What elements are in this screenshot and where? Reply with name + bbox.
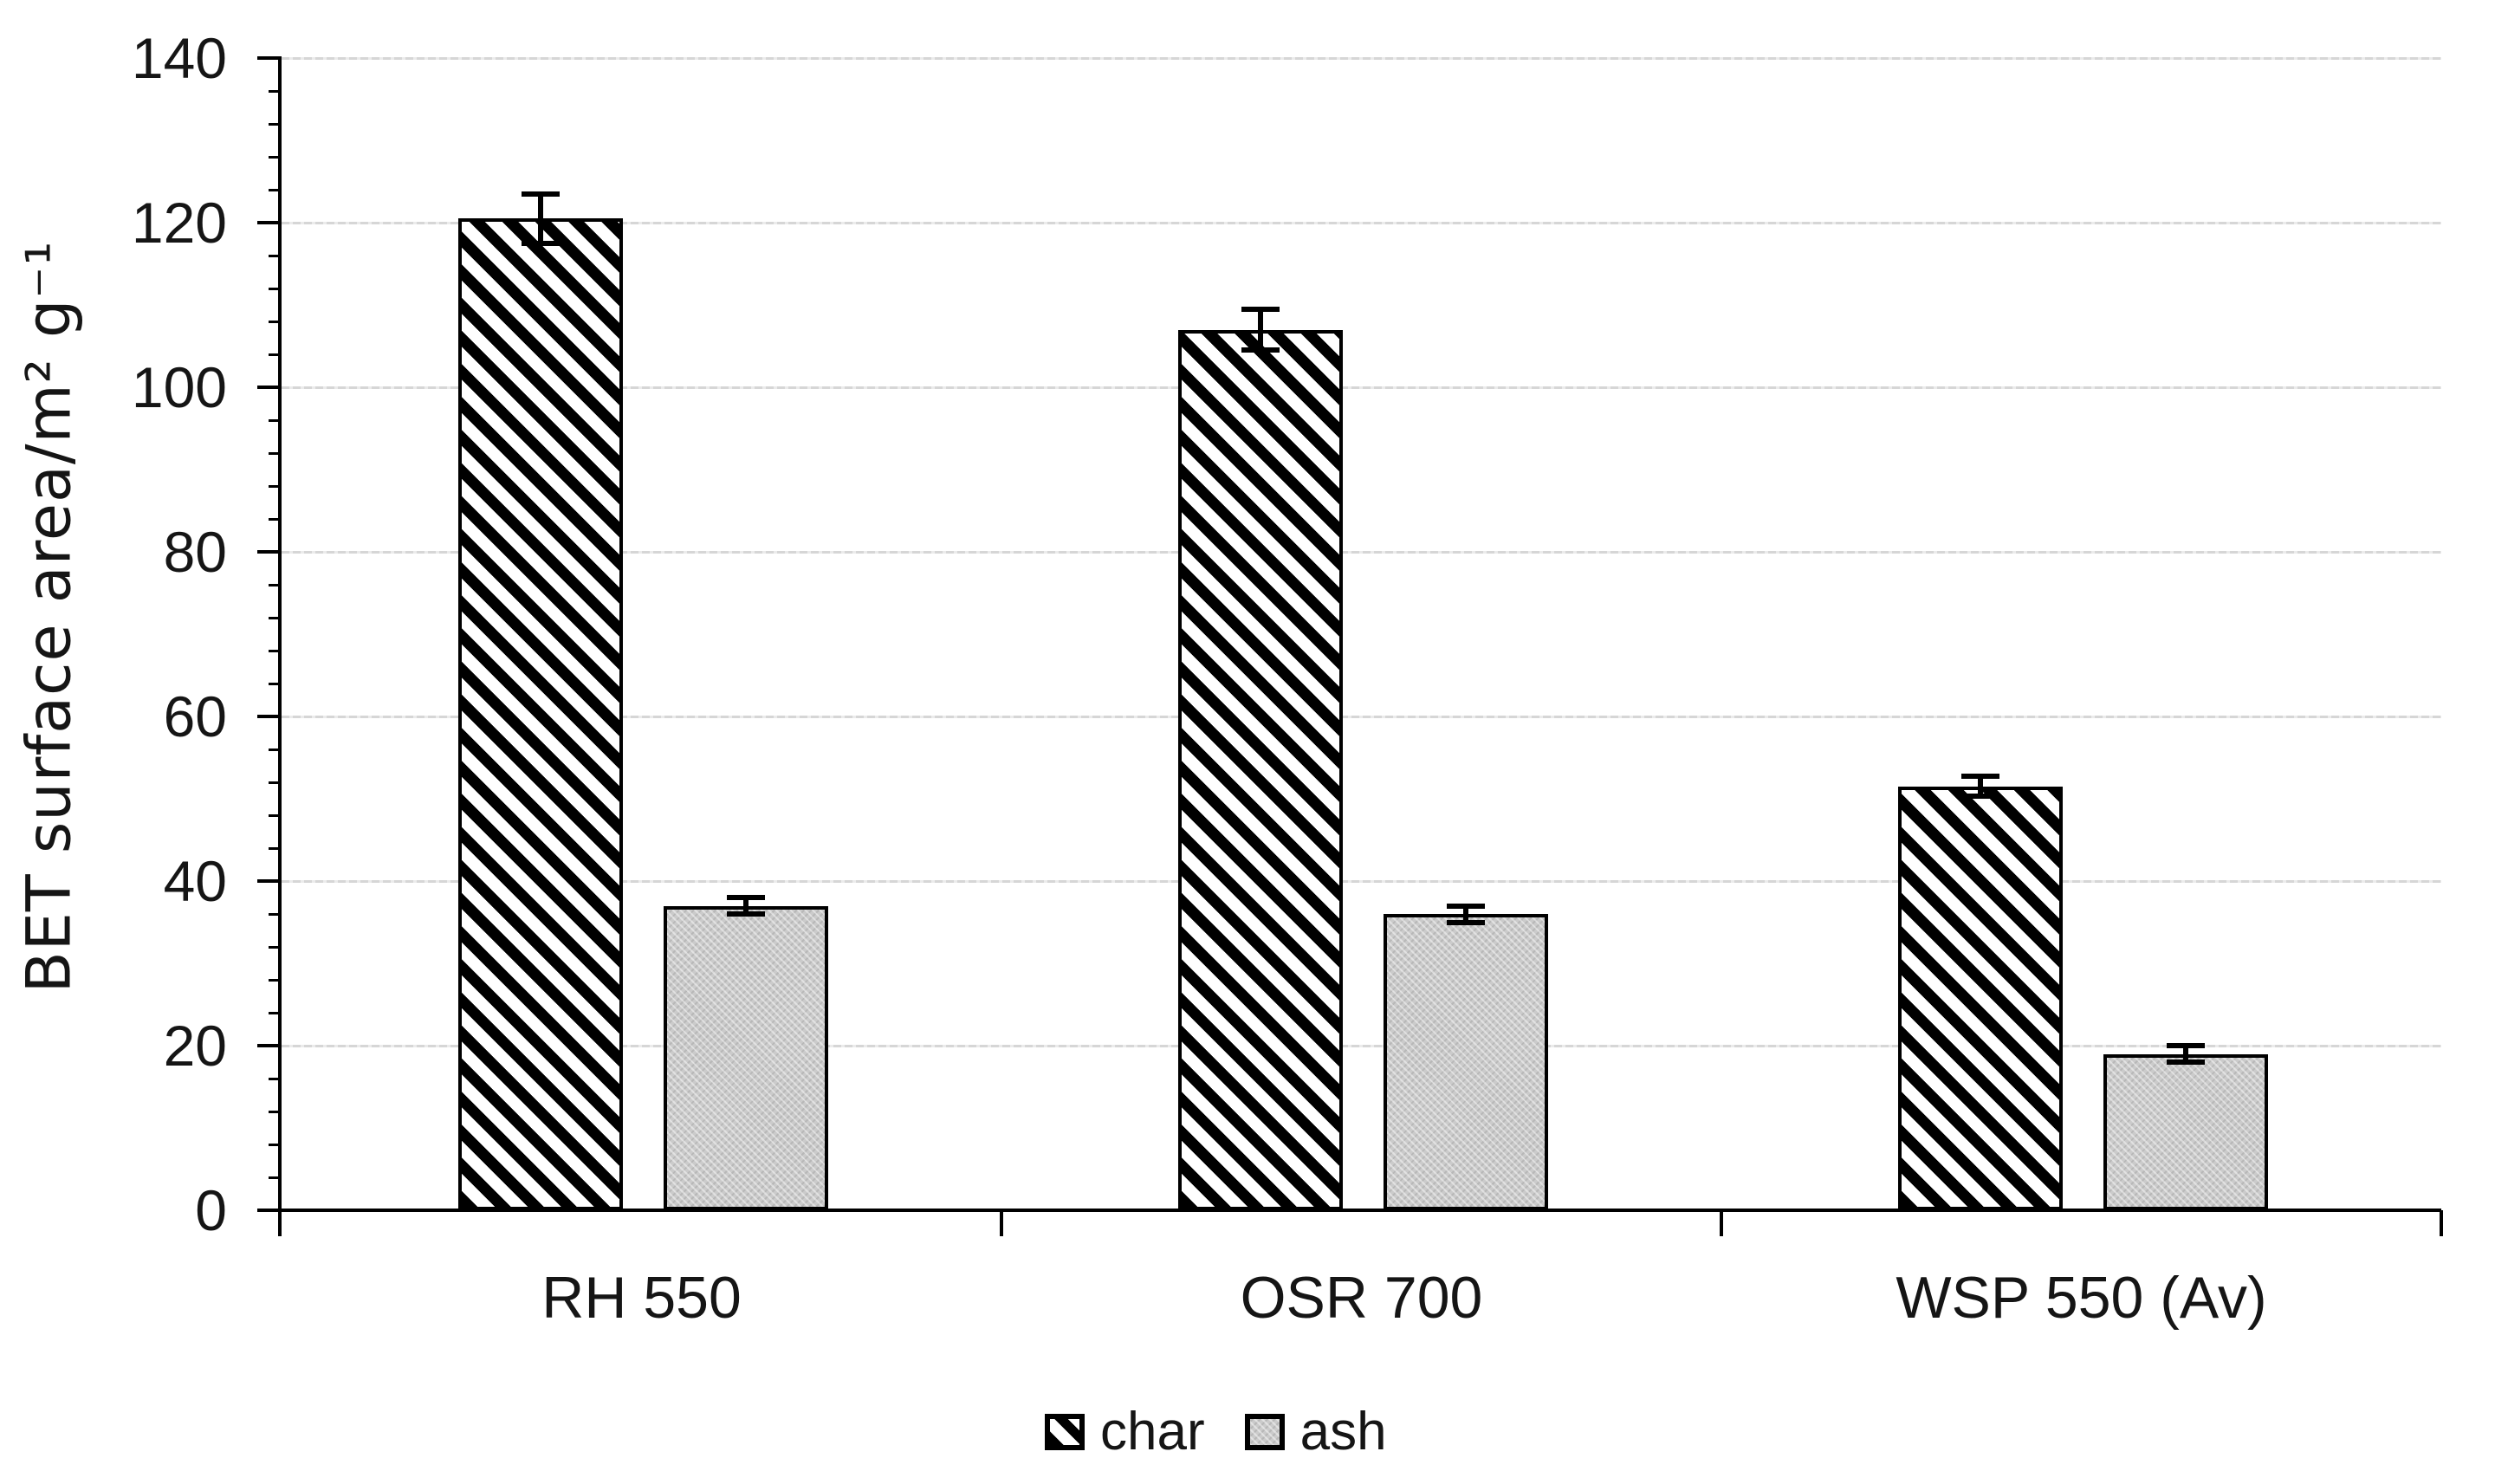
y-axis-line bbox=[278, 58, 282, 1236]
legend-entry-ash: ash bbox=[1244, 1402, 1387, 1461]
x-axis-line bbox=[278, 1209, 2441, 1212]
y-major-tick-20 bbox=[257, 1044, 282, 1047]
error-bar-cap-bottom bbox=[1241, 347, 1280, 353]
gridline-120 bbox=[282, 222, 2441, 224]
y-tick-label-140: 140 bbox=[131, 26, 227, 90]
y-minor-tick-48 bbox=[269, 813, 282, 817]
y-minor-tick-56 bbox=[269, 748, 282, 751]
y-tick-label-120: 120 bbox=[131, 191, 227, 255]
y-major-tick-100 bbox=[257, 386, 282, 389]
y-minor-tick-4 bbox=[269, 1176, 282, 1179]
error-bar-cap-bottom bbox=[1961, 794, 1999, 800]
y-minor-tick-104 bbox=[269, 353, 282, 356]
char-bar-wsp-550-av- bbox=[1898, 786, 2063, 1210]
y-minor-tick-124 bbox=[269, 188, 282, 191]
gridline-20 bbox=[282, 1045, 2441, 1047]
x-boundary-tick-1 bbox=[1000, 1210, 1003, 1236]
x-boundary-tick-2 bbox=[1720, 1210, 1723, 1236]
y-major-tick-40 bbox=[257, 879, 282, 883]
char-bar-rh-550 bbox=[458, 218, 623, 1210]
y-minor-tick-52 bbox=[269, 781, 282, 784]
y-minor-tick-12 bbox=[269, 1110, 282, 1113]
y-tick-label-100: 100 bbox=[131, 355, 227, 419]
error-bar-cap-top bbox=[1241, 306, 1280, 312]
error-bar-cap-top bbox=[1447, 903, 1485, 909]
error-bar-cap-top bbox=[2167, 1043, 2205, 1048]
y-minor-tick-108 bbox=[269, 320, 282, 323]
error-bar-stem bbox=[1463, 905, 1468, 923]
legend-label-char: char bbox=[1100, 1402, 1205, 1461]
x-category-label-osr-700: OSR 700 bbox=[1240, 1265, 1483, 1331]
y-tick-label-40: 40 bbox=[163, 849, 227, 913]
ash-gray-swatch-icon bbox=[1244, 1414, 1285, 1450]
error-bar-stem bbox=[1978, 776, 1983, 797]
y-minor-tick-44 bbox=[269, 846, 282, 850]
y-minor-tick-92 bbox=[269, 451, 282, 455]
error-bar-stem bbox=[2183, 1046, 2188, 1062]
y-tick-label-60: 60 bbox=[163, 684, 227, 748]
y-tick-label-0: 0 bbox=[195, 1178, 227, 1242]
y-minor-tick-36 bbox=[269, 912, 282, 916]
y-minor-tick-8 bbox=[269, 1143, 282, 1146]
error-bar-cap-top bbox=[522, 191, 560, 197]
y-minor-tick-24 bbox=[269, 1011, 282, 1014]
gridline-80 bbox=[282, 551, 2441, 554]
y-minor-tick-72 bbox=[269, 616, 282, 619]
legend-label-ash: ash bbox=[1299, 1402, 1387, 1461]
gridline-40 bbox=[282, 880, 2441, 883]
x-category-label-wsp-550-av-: WSP 550 (Av) bbox=[1896, 1265, 2267, 1331]
char-hatch-swatch-icon bbox=[1045, 1414, 1085, 1450]
y-minor-tick-16 bbox=[269, 1077, 282, 1080]
y-major-tick-0 bbox=[257, 1209, 282, 1212]
error-bar-stem bbox=[743, 898, 749, 914]
y-minor-tick-68 bbox=[269, 649, 282, 652]
legend: char ash bbox=[1045, 1405, 1387, 1459]
y-major-tick-120 bbox=[257, 221, 282, 224]
y-minor-tick-96 bbox=[269, 418, 282, 422]
y-minor-tick-28 bbox=[269, 978, 282, 982]
char-bar-osr-700 bbox=[1178, 329, 1343, 1210]
ash-bar-wsp-550-av- bbox=[2103, 1053, 2268, 1210]
error-bar-cap-bottom bbox=[1447, 919, 1485, 925]
y-minor-tick-32 bbox=[269, 945, 282, 949]
error-bar-cap-top bbox=[1961, 774, 1999, 780]
y-minor-tick-136 bbox=[269, 89, 282, 93]
ash-bar-osr-700 bbox=[1384, 914, 1548, 1210]
y-minor-tick-88 bbox=[269, 484, 282, 488]
gridline-140 bbox=[282, 57, 2441, 60]
y-minor-tick-112 bbox=[269, 287, 282, 290]
error-bar-stem bbox=[538, 193, 543, 243]
y-minor-tick-132 bbox=[269, 122, 282, 126]
error-bar-stem bbox=[1258, 308, 1263, 351]
y-tick-label-80: 80 bbox=[163, 520, 227, 584]
y-minor-tick-64 bbox=[269, 682, 282, 685]
x-category-label-rh-550: RH 550 bbox=[541, 1265, 742, 1331]
error-bar-cap-bottom bbox=[727, 911, 765, 917]
error-bar-cap-bottom bbox=[2167, 1060, 2205, 1065]
y-minor-tick-128 bbox=[269, 155, 282, 159]
y-minor-tick-116 bbox=[269, 254, 282, 257]
y-major-tick-80 bbox=[257, 550, 282, 554]
x-boundary-tick-3 bbox=[2440, 1210, 2443, 1236]
legend-entry-char: char bbox=[1045, 1405, 1205, 1459]
error-bar-cap-bottom bbox=[522, 240, 560, 246]
y-minor-tick-84 bbox=[269, 517, 282, 521]
gridline-60 bbox=[282, 716, 2441, 718]
y-major-tick-140 bbox=[257, 56, 282, 60]
y-tick-label-20: 20 bbox=[163, 1014, 227, 1078]
y-major-tick-60 bbox=[257, 715, 282, 718]
error-bar-cap-top bbox=[727, 895, 765, 900]
y-minor-tick-76 bbox=[269, 583, 282, 586]
ash-bar-rh-550 bbox=[664, 905, 828, 1210]
gridline-100 bbox=[282, 386, 2441, 389]
